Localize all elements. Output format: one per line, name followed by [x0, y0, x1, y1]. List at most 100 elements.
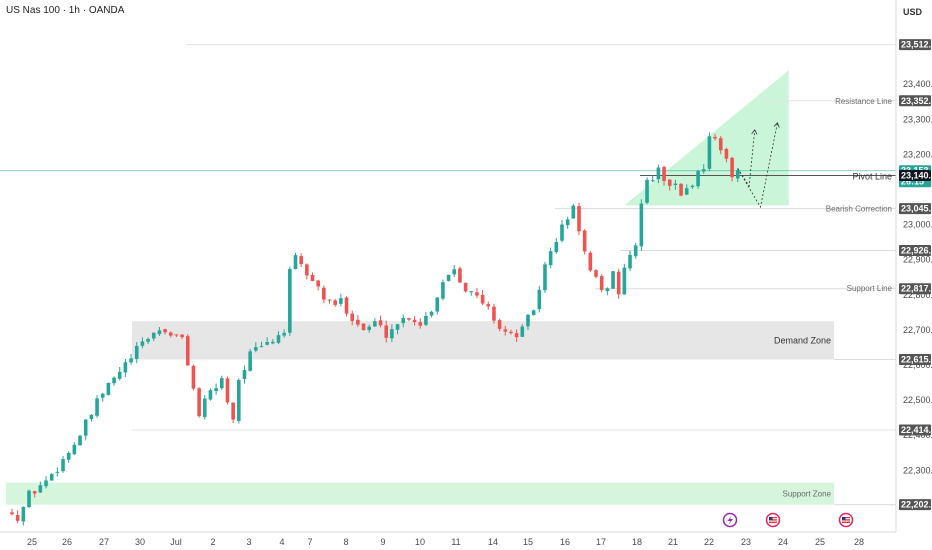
candle — [735, 168, 740, 183]
candle — [662, 165, 666, 186]
candle — [157, 326, 162, 337]
candle — [299, 253, 303, 268]
price-tag: 22,615.7 — [899, 354, 932, 366]
level-lines-layer — [0, 44, 896, 506]
candle — [475, 287, 479, 299]
x-tick-label: 30 — [135, 537, 145, 547]
candle — [486, 301, 491, 310]
candle — [384, 320, 389, 343]
candle — [696, 169, 700, 189]
x-tick-label: Jul — [170, 537, 182, 547]
y-tick-label: 23,300.0 — [903, 114, 932, 124]
candle — [446, 274, 451, 282]
candle — [492, 303, 496, 324]
candle — [441, 279, 445, 301]
demand-zone-box[interactable] — [132, 321, 834, 360]
candle — [718, 136, 723, 155]
price-tag: 23,140.0 — [899, 169, 932, 181]
candle — [344, 296, 349, 317]
currency-label: USD — [903, 7, 923, 17]
candle — [458, 266, 462, 284]
price-tag-label: 23,512.9 — [901, 40, 932, 50]
y-tick-label: 23,000.0 — [903, 220, 932, 230]
candle — [480, 290, 485, 305]
candle — [112, 376, 116, 386]
price-tag-label: 22,926.4 — [901, 245, 932, 255]
x-tick-label: 15 — [523, 537, 533, 547]
candle — [537, 286, 542, 313]
candle — [44, 476, 48, 489]
candle — [72, 442, 77, 455]
candle — [89, 413, 94, 422]
candle — [520, 323, 525, 337]
candle — [242, 365, 247, 384]
x-tick-label: 14 — [488, 537, 498, 547]
candle — [730, 156, 734, 182]
candle — [15, 510, 20, 524]
candles-layer — [10, 132, 740, 526]
candle — [10, 508, 14, 516]
x-tick-label: 10 — [415, 537, 425, 547]
candle — [424, 311, 428, 327]
candle — [622, 263, 627, 295]
candle — [293, 252, 298, 270]
candle — [543, 262, 547, 293]
price-tag: 23,352.9 — [899, 95, 932, 107]
projection-arrow-long[interactable] — [737, 122, 778, 209]
candle — [390, 324, 394, 343]
price-tag: 22,817.4 — [899, 283, 932, 295]
candle — [134, 342, 139, 364]
candle — [713, 133, 717, 141]
candle — [401, 314, 406, 328]
x-tick-label: 25 — [815, 537, 825, 547]
support-zone-box[interactable] — [6, 482, 834, 505]
price-tags: 23,512.923,352.923,153.626:1523,140.023,… — [899, 39, 932, 511]
x-tick-label: 25 — [27, 537, 37, 547]
projection-arrows-layer — [737, 122, 780, 209]
x-tick-label: 22 — [704, 537, 714, 547]
x-tick-label: 28 — [854, 537, 864, 547]
projection-arrow-short-head — [751, 129, 758, 135]
candle — [339, 293, 343, 307]
y-tick-label: 22,800.0 — [903, 290, 932, 300]
candle — [582, 229, 587, 255]
bearish-correction-label: Bearish Correction — [826, 205, 892, 214]
candle — [168, 331, 173, 338]
price-tag-label: 22,414.9 — [901, 425, 932, 435]
candle — [140, 337, 145, 349]
y-tick-label: 22,500.0 — [903, 395, 932, 405]
time-axis[interactable]: 25 26 27 30 Jul 2 3 4 7 8 9 10 11 14 15 16 17 18 21 22 23 24 2… — [0, 531, 896, 547]
candle — [219, 375, 224, 390]
projection-arrow-short[interactable] — [737, 129, 756, 188]
candle — [605, 287, 610, 296]
candle — [254, 342, 258, 353]
candle — [61, 455, 65, 473]
price-axis[interactable]: USD 23,400.0 23,300.0 23,200.0 23,000.0 22,9… — [895, 0, 932, 550]
candle — [83, 419, 88, 441]
x-tick-labels: 25 26 27 30 Jul 2 3 4 7 8 9 10 11 14 15 16 17 18 21 22 23 24 2… — [27, 537, 864, 547]
candle — [276, 331, 281, 345]
us-flag-event-icon[interactable] — [765, 512, 781, 528]
candle — [117, 366, 122, 381]
candle — [497, 318, 502, 332]
candle — [509, 329, 513, 335]
candle — [463, 282, 468, 293]
us-flag-event-icon[interactable] — [838, 512, 854, 528]
candle — [21, 506, 26, 526]
candle — [531, 309, 536, 316]
price-tag-label: 22,202.2 — [901, 500, 932, 510]
candle — [38, 481, 43, 493]
candle — [701, 164, 706, 174]
candle — [435, 296, 440, 315]
lightning-event-icon[interactable] — [722, 512, 738, 528]
candle — [565, 216, 570, 229]
candle — [322, 285, 326, 304]
candle — [412, 316, 417, 326]
support-line-label: Support Line — [847, 284, 893, 293]
candle — [656, 164, 661, 184]
candle — [100, 392, 105, 402]
x-tick-label: 17 — [596, 537, 606, 547]
candle — [49, 472, 54, 481]
candle — [55, 467, 60, 477]
